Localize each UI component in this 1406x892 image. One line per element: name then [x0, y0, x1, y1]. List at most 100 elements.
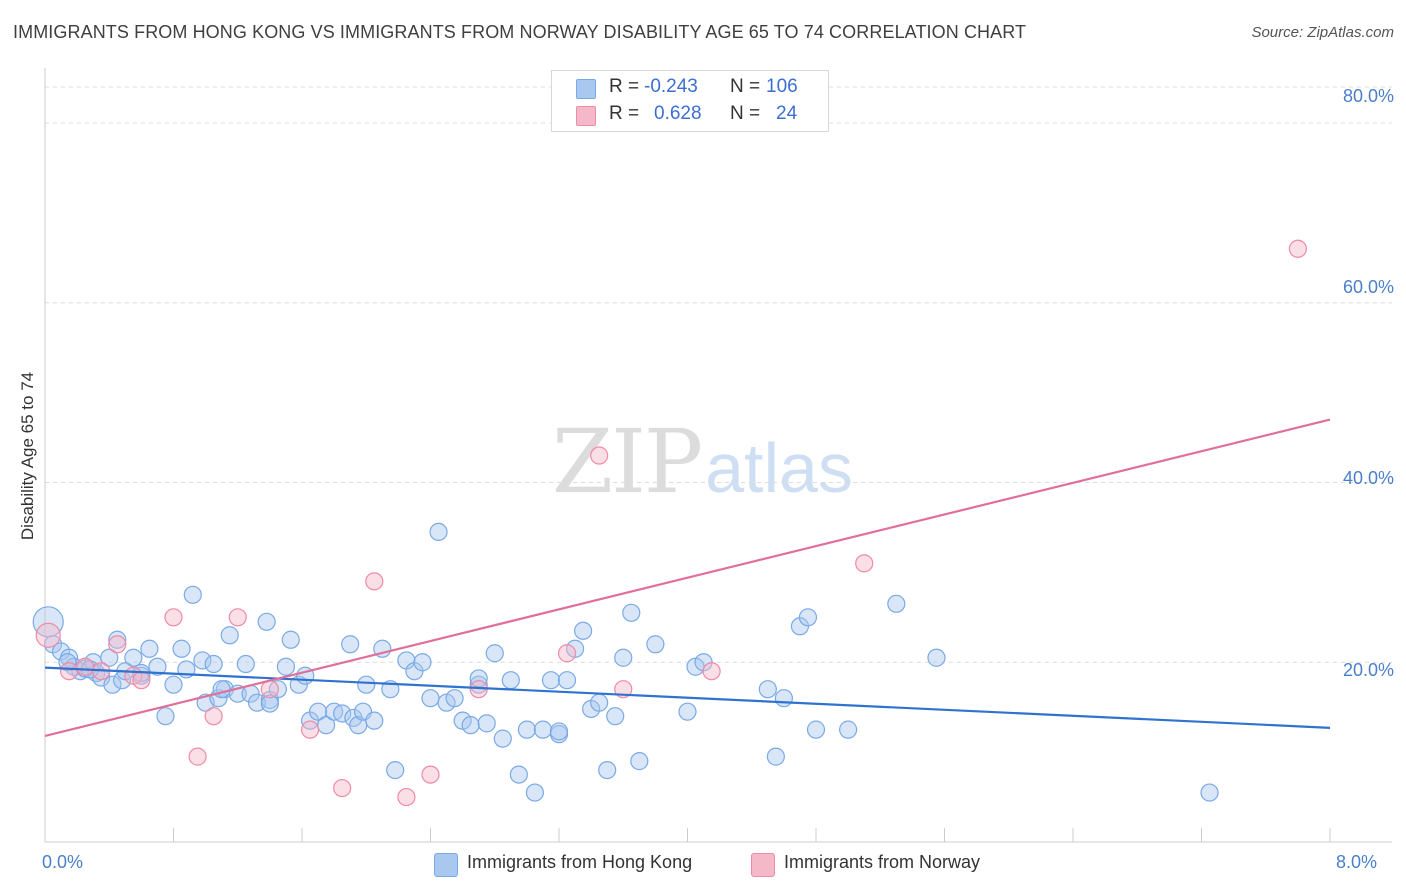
hong-kong-point [766, 747, 785, 766]
bottom-legend-label-hong-kong: Immigrants from Hong Kong [467, 852, 693, 872]
hong-kong-point [622, 603, 641, 622]
x-tick-label: 0.0% [42, 852, 84, 872]
hong-kong-point [103, 675, 122, 694]
hong-kong-point [172, 639, 191, 658]
legend-n-label: N = [730, 76, 761, 97]
legend-r-value: 0.628 [654, 103, 702, 124]
hong-kong-point [839, 720, 858, 739]
norway-point [188, 747, 207, 766]
norway-point [260, 680, 279, 699]
hong-kong-point [148, 657, 167, 676]
norway-point [35, 622, 61, 648]
watermark: ZIPatlas [552, 410, 853, 513]
hong-kong-point [557, 671, 577, 690]
bottom-legend-label-norway: Immigrants from Norway [784, 852, 981, 872]
hong-kong-point [573, 621, 593, 640]
hong-kong-point [100, 648, 119, 667]
hong-kong-point [413, 653, 432, 672]
hong-kong-point [204, 654, 223, 674]
hong-kong-point [236, 654, 255, 674]
hong-kong-point [429, 522, 448, 542]
norway-point [76, 657, 95, 676]
hong-kong-point [774, 689, 793, 708]
legend-row-hong-kong: R = -0.243 N = 106 [552, 75, 828, 101]
bottom-legend-swatch-hong-kong [434, 853, 458, 877]
norway-point [702, 662, 721, 681]
hong-kong-point [501, 671, 520, 690]
x-tick-label: 8.0% [1336, 852, 1378, 872]
norway-point [204, 707, 223, 726]
hong-kong-point [445, 689, 464, 708]
hong-kong-point [58, 653, 77, 672]
hong-kong-point [606, 707, 625, 726]
y-tick-label: 80.0% [1342, 86, 1394, 106]
legend-r-label: R = [609, 103, 640, 124]
legend-n-value: 106 [766, 76, 798, 97]
hong-kong-point [276, 657, 296, 676]
hong-kong-point [525, 783, 545, 802]
norway-point [590, 446, 609, 465]
hong-kong-point [461, 716, 480, 735]
norway-point [1288, 239, 1307, 258]
y-axis-label: Disability Age 65 to 74 [18, 371, 37, 541]
hong-kong-point [124, 648, 143, 667]
norway-point [557, 644, 577, 663]
hong-kong-point [533, 720, 553, 739]
hong-kong-trend-line [44, 666, 1331, 729]
hong-kong-point [590, 693, 609, 712]
norway-trend-line [44, 418, 1331, 738]
source-credit: Source: ZipAtlas.com [1251, 24, 1394, 41]
hong-kong-point [517, 720, 536, 739]
hong-kong-point [887, 594, 906, 613]
norway-point [421, 765, 440, 784]
hong-kong-point [183, 585, 202, 604]
watermark-zip: ZIP [552, 410, 703, 513]
hong-kong-point [281, 630, 300, 649]
correlation-legend: R = -0.243 N = 106 R = 0.628 N = 24 [551, 70, 829, 132]
hong-kong-point [1200, 783, 1219, 802]
y-tick-label: 40.0% [1342, 468, 1394, 488]
hong-kong-point [798, 608, 818, 627]
hong-kong-point [357, 675, 376, 694]
hong-kong-point [108, 630, 127, 649]
hong-kong-point [193, 651, 212, 670]
hong-kong-point [509, 765, 528, 784]
hong-kong-point [140, 639, 159, 658]
hong-kong-point [630, 752, 649, 771]
hong-kong-point [308, 702, 328, 721]
hong-kong-point [549, 722, 569, 741]
norway-point [164, 608, 183, 627]
legend-r-value: -0.243 [644, 76, 698, 97]
legend-swatch-norway [576, 106, 596, 126]
legend-r-label: R = [609, 76, 640, 97]
bottom-legend-swatch-norway [751, 853, 775, 877]
legend-n-label: N = [730, 103, 761, 124]
norway-point [300, 720, 320, 739]
norway-point [132, 671, 151, 690]
norway-point [333, 778, 352, 798]
hong-kong-point [614, 648, 633, 667]
hong-kong-point [421, 689, 440, 708]
hong-kong-point [257, 612, 276, 631]
hong-kong-point [365, 711, 384, 730]
hong-kong-point [212, 680, 231, 699]
legend-n-value: 24 [776, 103, 798, 124]
hong-kong-point [156, 707, 175, 726]
hong-kong-point [806, 720, 826, 739]
hong-kong-point [333, 704, 352, 723]
hong-kong-point [541, 671, 561, 690]
y-tick-label: 60.0% [1342, 277, 1394, 297]
hong-kong-point [477, 714, 496, 733]
hong-kong-point [598, 760, 617, 780]
hong-kong-point [386, 760, 405, 780]
y-tick-label: 20.0% [1342, 660, 1394, 680]
hong-kong-point [220, 626, 239, 645]
hong-kong-point [260, 694, 279, 713]
legend-row-norway: R = 0.628 N = 24 [552, 102, 828, 128]
hong-kong-point [164, 675, 183, 694]
hong-kong-point [485, 644, 504, 663]
hong-kong-point [678, 702, 697, 721]
norway-point [365, 572, 384, 591]
hong-kong-point [493, 729, 512, 748]
